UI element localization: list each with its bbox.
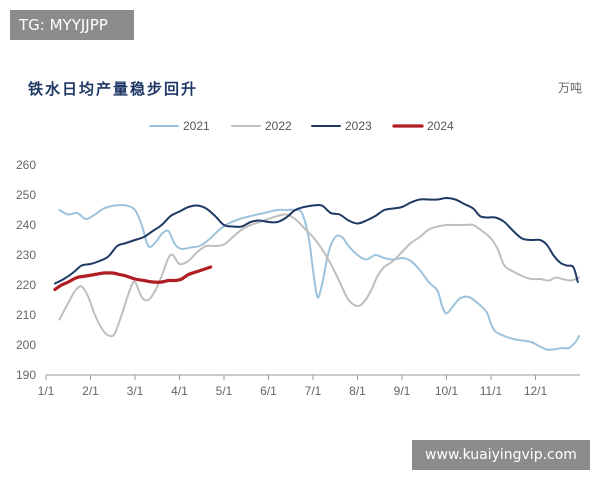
- y-tick-label: 190: [16, 368, 36, 382]
- y-tick-label: 200: [16, 338, 36, 352]
- series-line-2023: [53, 197, 579, 285]
- y-tick-label: 220: [16, 278, 36, 292]
- unit-label: 万吨: [558, 81, 583, 95]
- x-tick-label: 5/1: [216, 384, 233, 398]
- y-tick-label: 230: [16, 248, 36, 262]
- y-tick-label: 240: [16, 218, 36, 232]
- watermark-top: TG: MYYJJPP: [10, 10, 134, 40]
- x-tick-label: 1/1: [38, 384, 55, 398]
- y-tick-label: 210: [16, 308, 36, 322]
- x-tick-label: 2/1: [82, 384, 99, 398]
- x-tick-label: 11/1: [480, 384, 503, 398]
- x-tick-label: 8/1: [349, 384, 366, 398]
- x-tick-label: 10/1: [435, 384, 459, 398]
- x-tick-label: 3/1: [127, 384, 144, 398]
- series-line-2024: [53, 265, 213, 292]
- legend-label-2021: 2021: [183, 119, 210, 133]
- y-tick-label: 260: [16, 158, 36, 172]
- y-axis: 190 200 210 220 230 240 250 260: [16, 158, 36, 382]
- watermark-bottom: www.kuaiyingvip.com: [412, 440, 590, 470]
- x-tick-label: 9/1: [394, 384, 411, 398]
- x-tick-label: 12/1: [524, 384, 548, 398]
- legend: 2021 2022 2023 2024: [149, 119, 454, 133]
- legend-label-2022: 2022: [265, 119, 292, 133]
- chart-title: 铁水日均产量稳步回升: [28, 80, 199, 98]
- plot-area: [53, 197, 581, 351]
- x-axis: 1/1 2/1 3/1 4/1 5/1 6/1 7/1 8/1 9/1 10/1 11/1 12/1: [38, 374, 580, 398]
- x-tick-label: 6/1: [260, 384, 277, 398]
- y-tick-label: 250: [16, 188, 36, 202]
- legend-label-2024: 2024: [427, 119, 454, 133]
- series-line-2022: [58, 213, 581, 338]
- legend-label-2023: 2023: [345, 119, 372, 133]
- series-line-2021: [58, 204, 581, 351]
- x-tick-label: 4/1: [171, 384, 188, 398]
- x-tick-label: 7/1: [305, 384, 322, 398]
